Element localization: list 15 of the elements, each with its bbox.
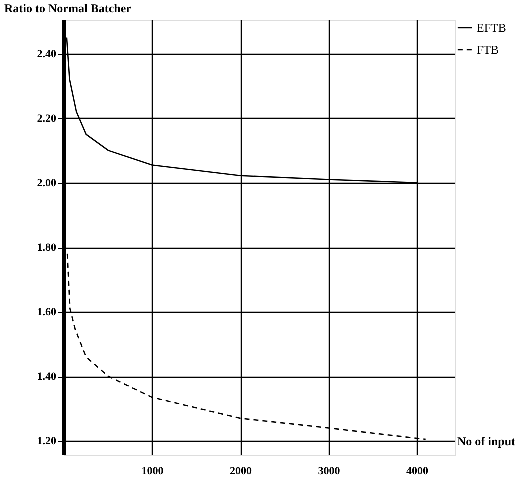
y-tick-label: 2.40 xyxy=(37,48,57,60)
y-tick-label: 1.40 xyxy=(37,371,57,384)
legend-label: FTB xyxy=(477,43,500,57)
y-tick-label: 1.60 xyxy=(37,306,57,319)
y-tick-label: 1.80 xyxy=(37,242,57,254)
x-tick-label: 1000 xyxy=(142,466,164,478)
y-axis-title: Ratio to Normal Batcher xyxy=(4,2,132,16)
y-tick-label: 2.20 xyxy=(37,112,57,125)
x-axis-title: No of input xyxy=(458,434,516,448)
legend-label: EFTB xyxy=(477,21,506,35)
x-tick-label: 3000 xyxy=(318,466,341,478)
y-tick-label: 1.20 xyxy=(37,436,57,448)
y-tick-label: 2.00 xyxy=(37,177,57,190)
x-tick-label: 2000 xyxy=(230,466,253,478)
x-tick-label: 4000 xyxy=(406,466,430,478)
